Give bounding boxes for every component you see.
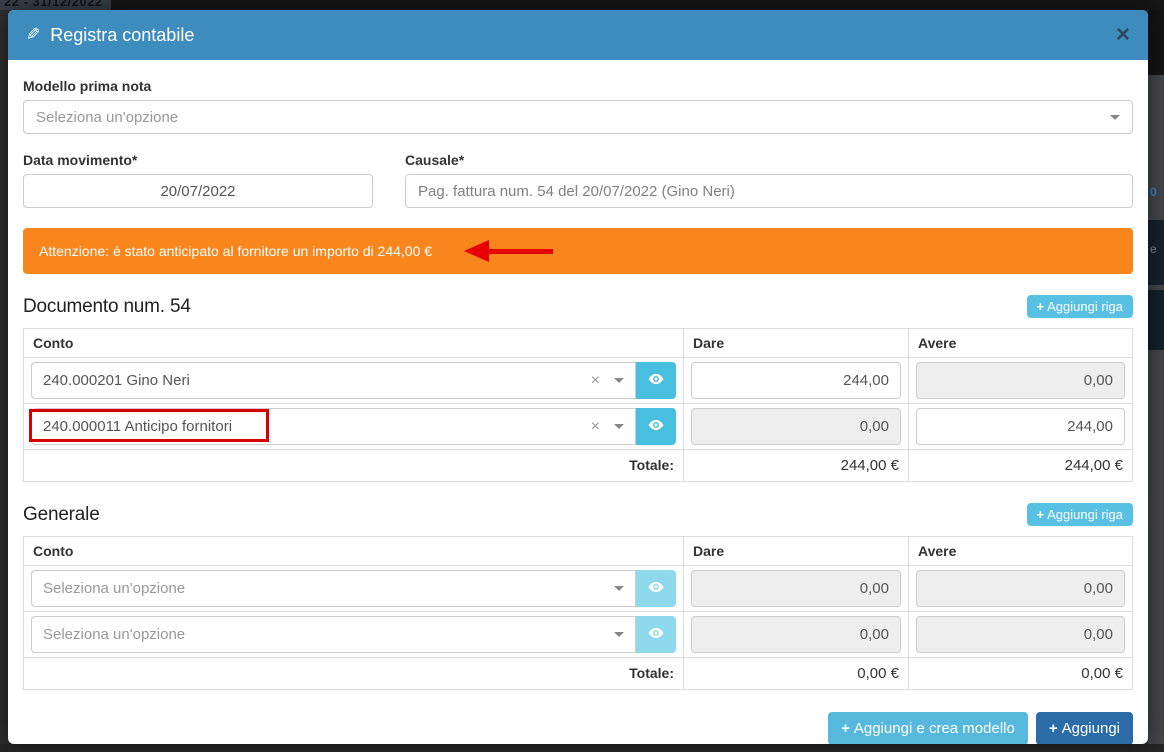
conto-select-value: 240.000011 Anticipo fornitori xyxy=(43,418,233,435)
plus-icon: + xyxy=(1048,720,1058,737)
pencil-icon: ✎ xyxy=(26,25,41,44)
clear-icon[interactable]: × xyxy=(590,371,600,389)
modal-footer: + Aggiungi e crea modello + Aggiungi xyxy=(23,712,1133,744)
background-top-strip: 22 - 31/12/2022 xyxy=(0,0,1164,10)
modello-prima-nota-select[interactable]: Seleziona un'opzione xyxy=(23,100,1133,134)
generale-table: Conto Dare Avere Seleziona un'opzione xyxy=(23,536,1133,690)
background-fragment xyxy=(1148,10,1164,75)
eye-icon xyxy=(647,370,665,391)
background-fragment-row xyxy=(1148,290,1164,350)
dare-input xyxy=(691,616,901,653)
avere-input xyxy=(916,362,1125,399)
modello-placeholder: Seleziona un'opzione xyxy=(36,108,179,126)
eye-icon xyxy=(647,624,665,645)
eye-icon xyxy=(647,416,665,437)
table-row: 240.000201 Gino Neri × xyxy=(24,357,1132,403)
documento-table-header: Conto Dare Avere xyxy=(24,329,1132,357)
total-label: Totale: xyxy=(629,665,674,681)
background-bottom-strip xyxy=(0,744,1164,752)
avere-input[interactable] xyxy=(916,408,1125,445)
documento-total-row: Totale: 244,00 € 244,00 € xyxy=(24,449,1132,481)
chevron-down-icon xyxy=(614,632,624,637)
data-movimento-label: Data movimento* xyxy=(23,152,138,168)
documento-table: Conto Dare Avere 240.000201 Gino Neri × xyxy=(23,328,1133,482)
total-avere: 244,00 € xyxy=(908,450,1132,481)
generale-add-row-button[interactable]: + Aggiungi riga xyxy=(1026,503,1133,526)
anticipo-warning-banner: Attenzione: è stato anticipato al fornit… xyxy=(23,228,1133,274)
generale-table-header: Conto Dare Avere xyxy=(24,537,1132,565)
table-row: Seleziona un'opzione xyxy=(24,611,1132,657)
chevron-down-icon xyxy=(1110,114,1120,120)
view-account-button[interactable] xyxy=(636,362,676,399)
eye-icon xyxy=(647,578,665,599)
total-dare: 244,00 € xyxy=(683,450,908,481)
conto-select[interactable]: Seleziona un'opzione xyxy=(31,570,636,607)
column-header-avere: Avere xyxy=(908,537,1132,565)
column-header-conto: Conto xyxy=(33,335,74,351)
conto-select[interactable]: 240.000011 Anticipo fornitori × xyxy=(31,408,636,445)
conto-select[interactable]: 240.000201 Gino Neri × xyxy=(31,362,636,399)
plus-icon: + xyxy=(1036,299,1045,314)
aggiungi-e-crea-modello-button[interactable]: + Aggiungi e crea modello xyxy=(828,712,1028,744)
aggiungi-button[interactable]: + Aggiungi xyxy=(1035,712,1133,744)
background-right-strip: 0 e xyxy=(1148,10,1164,746)
conto-select-placeholder: Seleziona un'opzione xyxy=(43,580,186,597)
causale-input[interactable] xyxy=(405,174,1133,208)
column-header-dare: Dare xyxy=(683,329,908,357)
view-account-button xyxy=(636,570,676,607)
close-icon[interactable]: × xyxy=(1115,21,1130,48)
column-header-conto: Conto xyxy=(33,543,74,559)
column-header-avere: Avere xyxy=(908,329,1132,357)
modal-title: ✎ Registra contabile xyxy=(26,25,194,46)
modal-body: Modello prima nota Seleziona un'opzione … xyxy=(8,60,1148,744)
avere-input xyxy=(916,616,1125,653)
chevron-down-icon xyxy=(614,378,624,383)
background-fragment-row: e xyxy=(1148,220,1164,285)
conto-select[interactable]: Seleziona un'opzione xyxy=(31,616,636,653)
view-account-button[interactable] xyxy=(636,408,676,445)
chevron-down-icon xyxy=(614,424,624,429)
conto-select-placeholder: Seleziona un'opzione xyxy=(43,626,186,643)
background-date-range-fragment: 22 - 31/12/2022 xyxy=(0,0,111,10)
warning-text: Attenzione: è stato anticipato al fornit… xyxy=(39,243,433,259)
generale-total-row: Totale: 0,00 € 0,00 € xyxy=(24,657,1132,689)
dare-input[interactable] xyxy=(691,362,901,399)
documento-section-heading: Documento num. 54 xyxy=(23,295,191,317)
modal-title-text: Registra contabile xyxy=(50,24,195,45)
column-header-dare: Dare xyxy=(683,537,908,565)
view-account-button xyxy=(636,616,676,653)
registra-contabile-modal: ✎ Registra contabile × Modello prima not… xyxy=(8,10,1148,744)
table-row: Seleziona un'opzione xyxy=(24,565,1132,611)
avere-input xyxy=(916,570,1125,607)
documento-add-row-button[interactable]: + Aggiungi riga xyxy=(1026,295,1133,318)
clear-icon[interactable]: × xyxy=(590,417,600,435)
modal-header: ✎ Registra contabile × xyxy=(8,10,1148,60)
total-dare: 0,00 € xyxy=(683,658,908,689)
background-fragment-zero: 0 xyxy=(1150,185,1157,199)
dare-input xyxy=(691,570,901,607)
plus-icon: + xyxy=(1036,507,1045,522)
conto-select-value: 240.000201 Gino Neri xyxy=(43,372,190,389)
data-movimento-input[interactable] xyxy=(23,174,373,208)
causale-label: Causale* xyxy=(405,152,465,168)
chevron-down-icon xyxy=(614,586,624,591)
modello-prima-nota-label: Modello prima nota xyxy=(23,78,152,94)
dare-input xyxy=(691,408,901,445)
total-label: Totale: xyxy=(629,457,674,473)
total-avere: 0,00 € xyxy=(908,658,1132,689)
generale-section-heading: Generale xyxy=(23,503,100,525)
table-row: 240.000011 Anticipo fornitori × xyxy=(24,403,1132,449)
plus-icon: + xyxy=(841,720,850,737)
